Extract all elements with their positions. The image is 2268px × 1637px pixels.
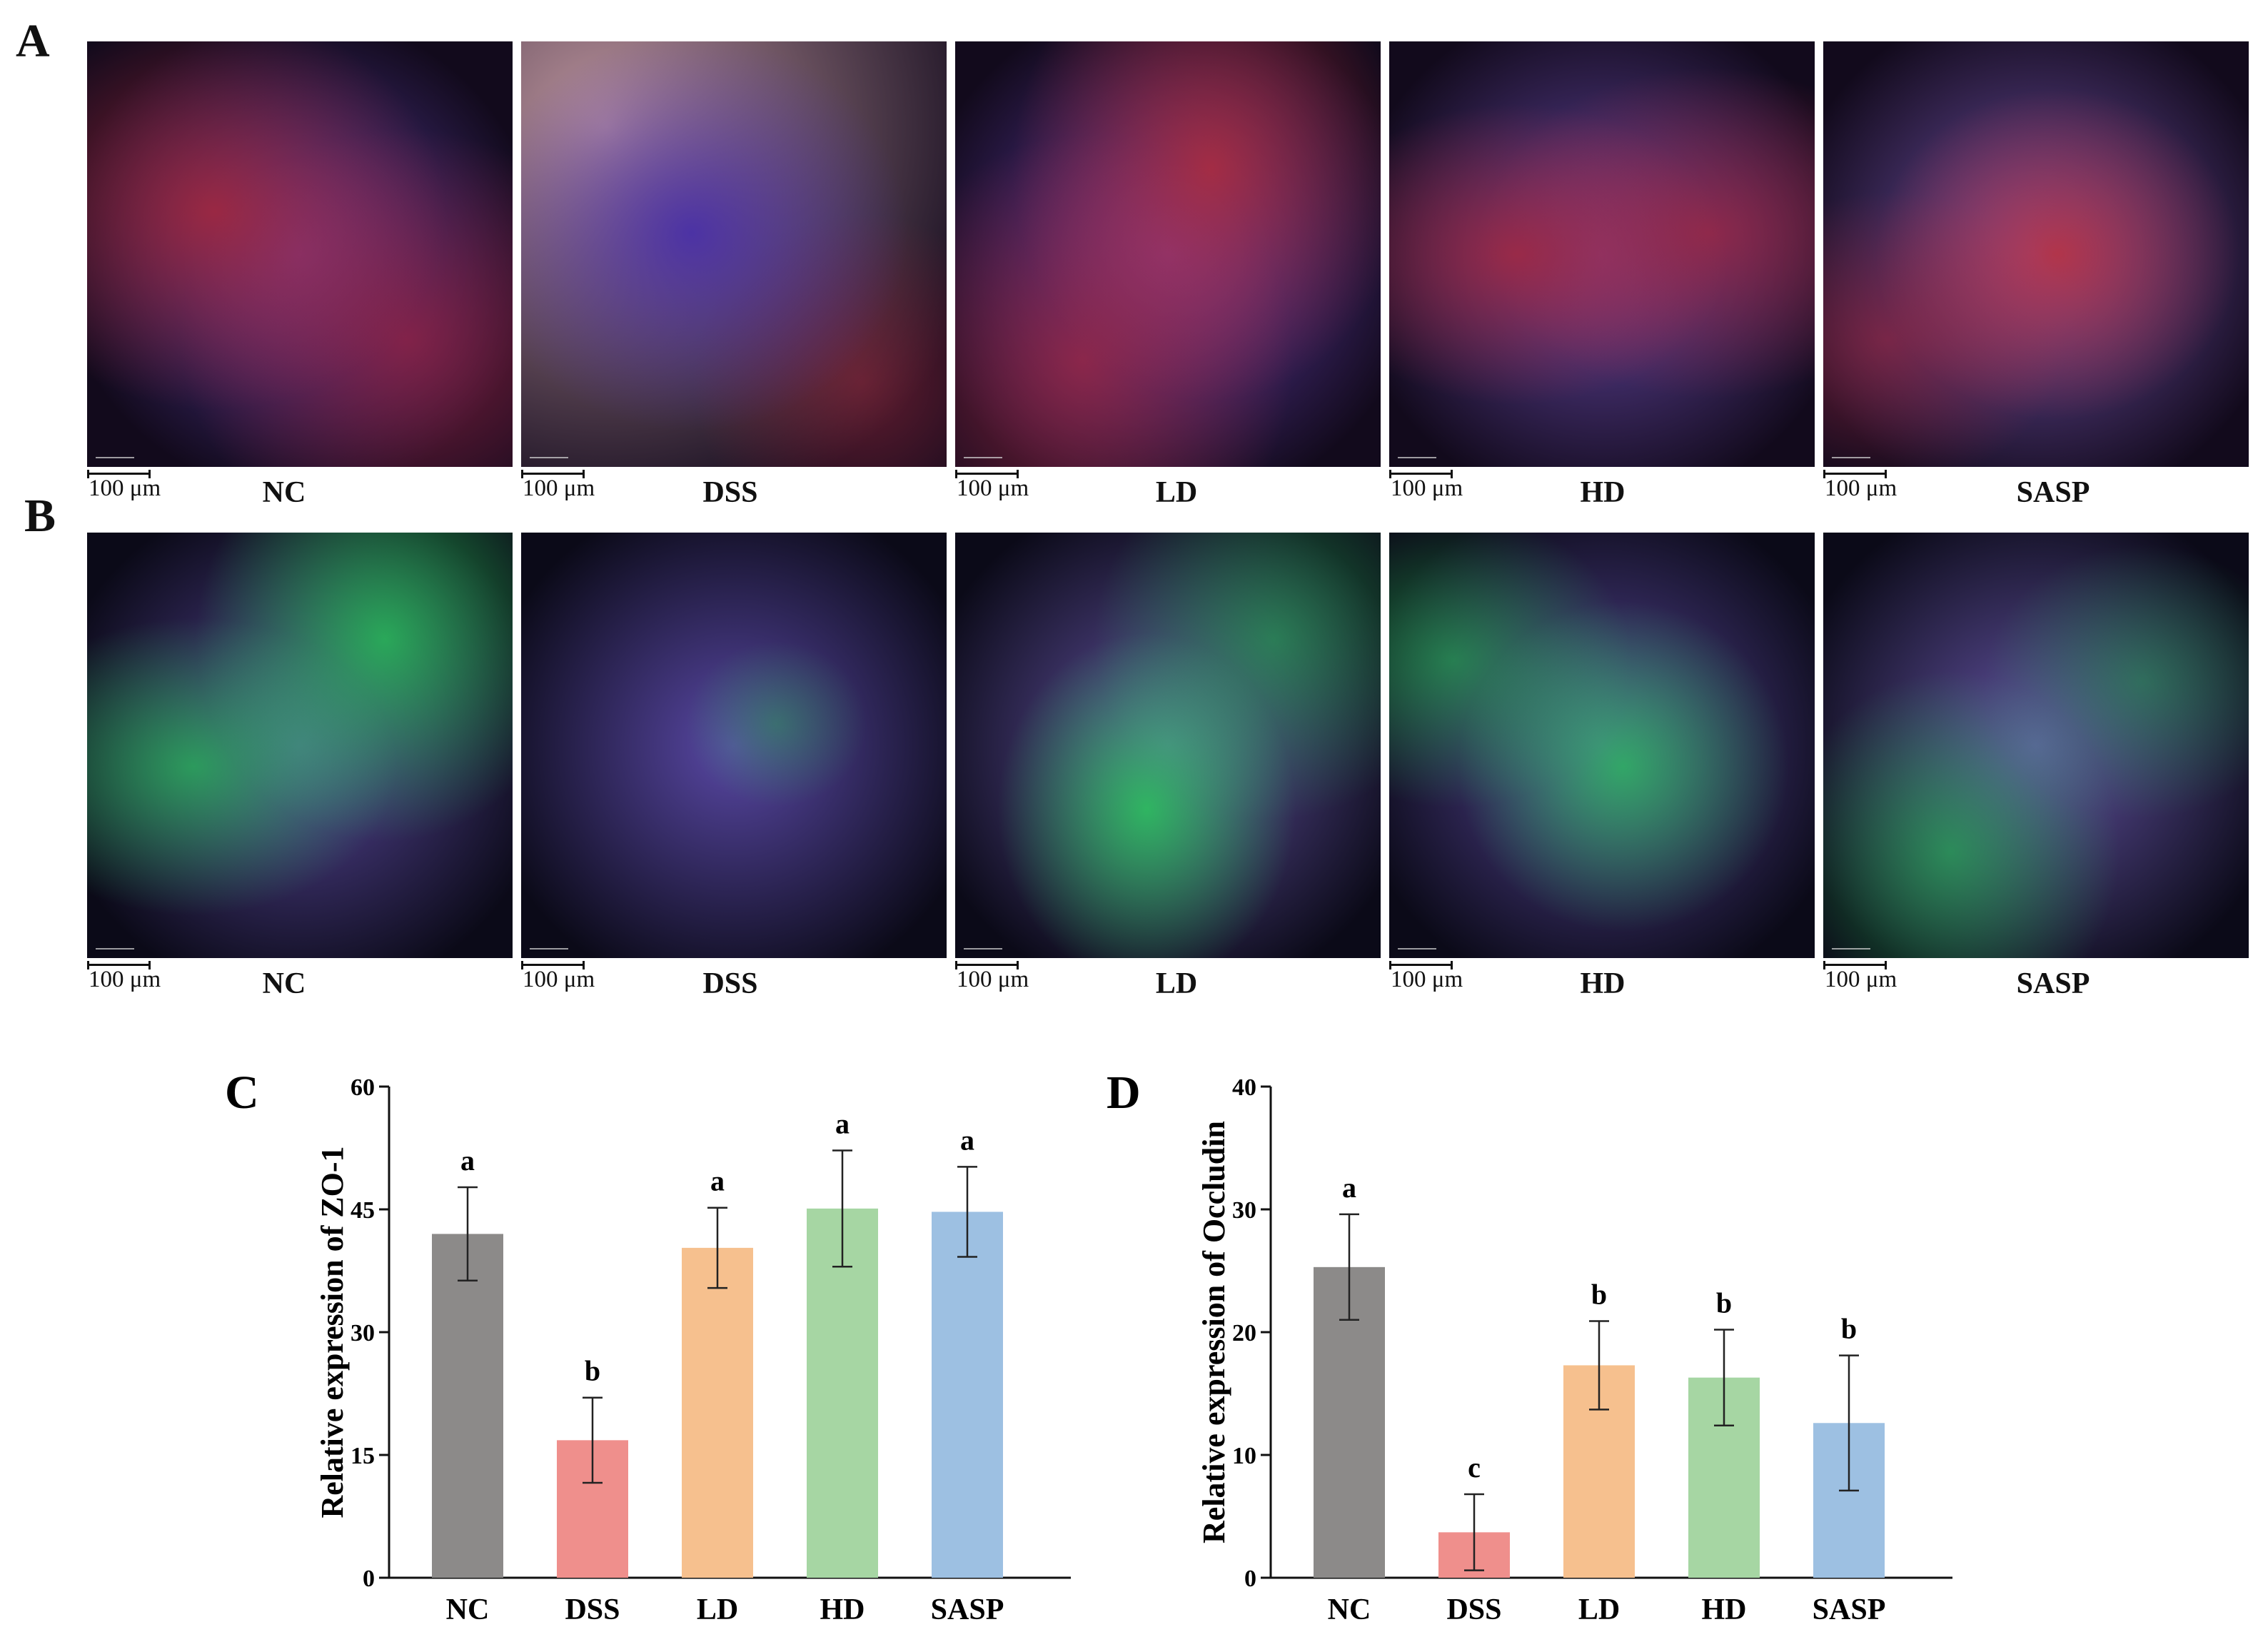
significance-letter: a bbox=[460, 1144, 475, 1177]
y-tick-label: 15 bbox=[351, 1443, 375, 1469]
scale-bar-label: 100 μm bbox=[89, 967, 161, 992]
y-tick-label: 60 bbox=[351, 1074, 375, 1101]
micrograph-a-ld bbox=[955, 41, 1381, 467]
x-tick-label-nc: NC bbox=[1328, 1593, 1371, 1626]
significance-letter: a bbox=[835, 1107, 850, 1139]
panel-letter-b: B bbox=[24, 490, 56, 542]
y-tick-label: 0 bbox=[363, 1566, 375, 1592]
chart-zo1: C 0 15 30 45 60 Relative expression of ZO-1 a NC… bbox=[225, 1067, 1071, 1626]
embedded-scale-bar bbox=[530, 948, 568, 950]
significance-letter: b bbox=[585, 1355, 600, 1387]
group-label-nc: NC bbox=[262, 476, 306, 509]
micrograph-b-dss bbox=[521, 533, 947, 958]
scale-bar-label: 100 μm bbox=[957, 475, 1029, 501]
embedded-scale-bar bbox=[96, 457, 134, 458]
embedded-scale-bar bbox=[96, 948, 134, 950]
y-axis-label: Relative expression of ZO-1 bbox=[315, 1146, 350, 1518]
embedded-scale-bar bbox=[1832, 457, 1870, 458]
significance-letter: a bbox=[710, 1165, 725, 1197]
group-label-sasp: SASP bbox=[2016, 967, 2090, 1000]
scale-bar-label: 100 μm bbox=[1391, 967, 1463, 992]
bar-ld bbox=[682, 1247, 753, 1578]
micrograph-a-hd bbox=[1389, 41, 1815, 467]
group-label-dss: DSS bbox=[702, 476, 758, 509]
panel-letter-a: A bbox=[16, 15, 50, 67]
x-tick-label-ld: LD bbox=[697, 1593, 738, 1626]
x-tick-label-dss: DSS bbox=[1446, 1593, 1501, 1626]
y-tick-label: 20 bbox=[1232, 1320, 1256, 1346]
group-label-hd: HD bbox=[1580, 967, 1626, 1000]
y-tick-label: 30 bbox=[1232, 1197, 1256, 1224]
significance-letter: c bbox=[1468, 1451, 1481, 1484]
bar-hd bbox=[807, 1208, 878, 1578]
group-label-ld: LD bbox=[1155, 476, 1198, 509]
scale-bar-label: 100 μm bbox=[957, 967, 1029, 992]
scale-bar-label: 100 μm bbox=[523, 967, 595, 992]
significance-letter: b bbox=[1716, 1287, 1732, 1319]
scale-bar-label: 100 μm bbox=[1825, 967, 1897, 992]
y-axis-label: Relative expression of Occludin bbox=[1196, 1121, 1231, 1543]
embedded-scale-bar bbox=[1832, 948, 1870, 950]
x-tick-label-ld: LD bbox=[1578, 1593, 1620, 1626]
y-tick-label: 10 bbox=[1232, 1443, 1256, 1469]
embedded-scale-bar bbox=[964, 948, 1002, 950]
x-tick-label-hd: HD bbox=[1702, 1593, 1747, 1626]
panel-letter-d: D bbox=[1107, 1067, 1141, 1119]
micrograph-b-ld bbox=[955, 533, 1381, 958]
y-tick-label: 30 bbox=[351, 1320, 375, 1346]
group-label-hd: HD bbox=[1580, 476, 1626, 509]
embedded-scale-bar bbox=[964, 457, 1002, 458]
group-label-nc: NC bbox=[262, 967, 306, 1000]
group-label-dss: DSS bbox=[702, 967, 758, 1000]
significance-letter: a bbox=[1342, 1172, 1356, 1204]
embedded-scale-bar bbox=[1398, 948, 1436, 950]
embedded-scale-bar bbox=[530, 457, 568, 458]
scale-bar-label: 100 μm bbox=[89, 475, 161, 501]
y-tick-label: 45 bbox=[351, 1197, 375, 1224]
significance-letter: b bbox=[1591, 1279, 1607, 1311]
group-label-sasp: SASP bbox=[2016, 476, 2090, 509]
scale-bar-label: 100 μm bbox=[523, 475, 595, 501]
bar-nc bbox=[432, 1234, 503, 1578]
micrograph-b-sasp bbox=[1823, 533, 2249, 958]
y-tick-label: 0 bbox=[1244, 1566, 1256, 1592]
x-tick-label-dss: DSS bbox=[565, 1593, 620, 1626]
micrograph-a-sasp bbox=[1823, 41, 2249, 467]
scale-bar-label: 100 μm bbox=[1391, 475, 1463, 501]
bar-sasp bbox=[932, 1212, 1003, 1578]
micrograph-a-nc bbox=[87, 41, 513, 467]
y-tick-label: 40 bbox=[1232, 1074, 1256, 1101]
x-tick-label-sasp: SASP bbox=[931, 1593, 1004, 1626]
x-tick-label-nc: NC bbox=[446, 1593, 490, 1626]
micrograph-b-nc bbox=[87, 533, 513, 958]
x-tick-label-sasp: SASP bbox=[1813, 1593, 1886, 1626]
x-tick-label-hd: HD bbox=[820, 1593, 865, 1626]
micrograph-b-hd bbox=[1389, 533, 1815, 958]
panel-letter-c: C bbox=[225, 1067, 259, 1119]
scale-bar-label: 100 μm bbox=[1825, 475, 1897, 501]
micrograph-a-dss bbox=[521, 41, 947, 467]
group-label-ld: LD bbox=[1155, 967, 1198, 1000]
embedded-scale-bar bbox=[1398, 457, 1436, 458]
significance-letter: b bbox=[1841, 1313, 1857, 1345]
significance-letter: a bbox=[960, 1124, 974, 1156]
